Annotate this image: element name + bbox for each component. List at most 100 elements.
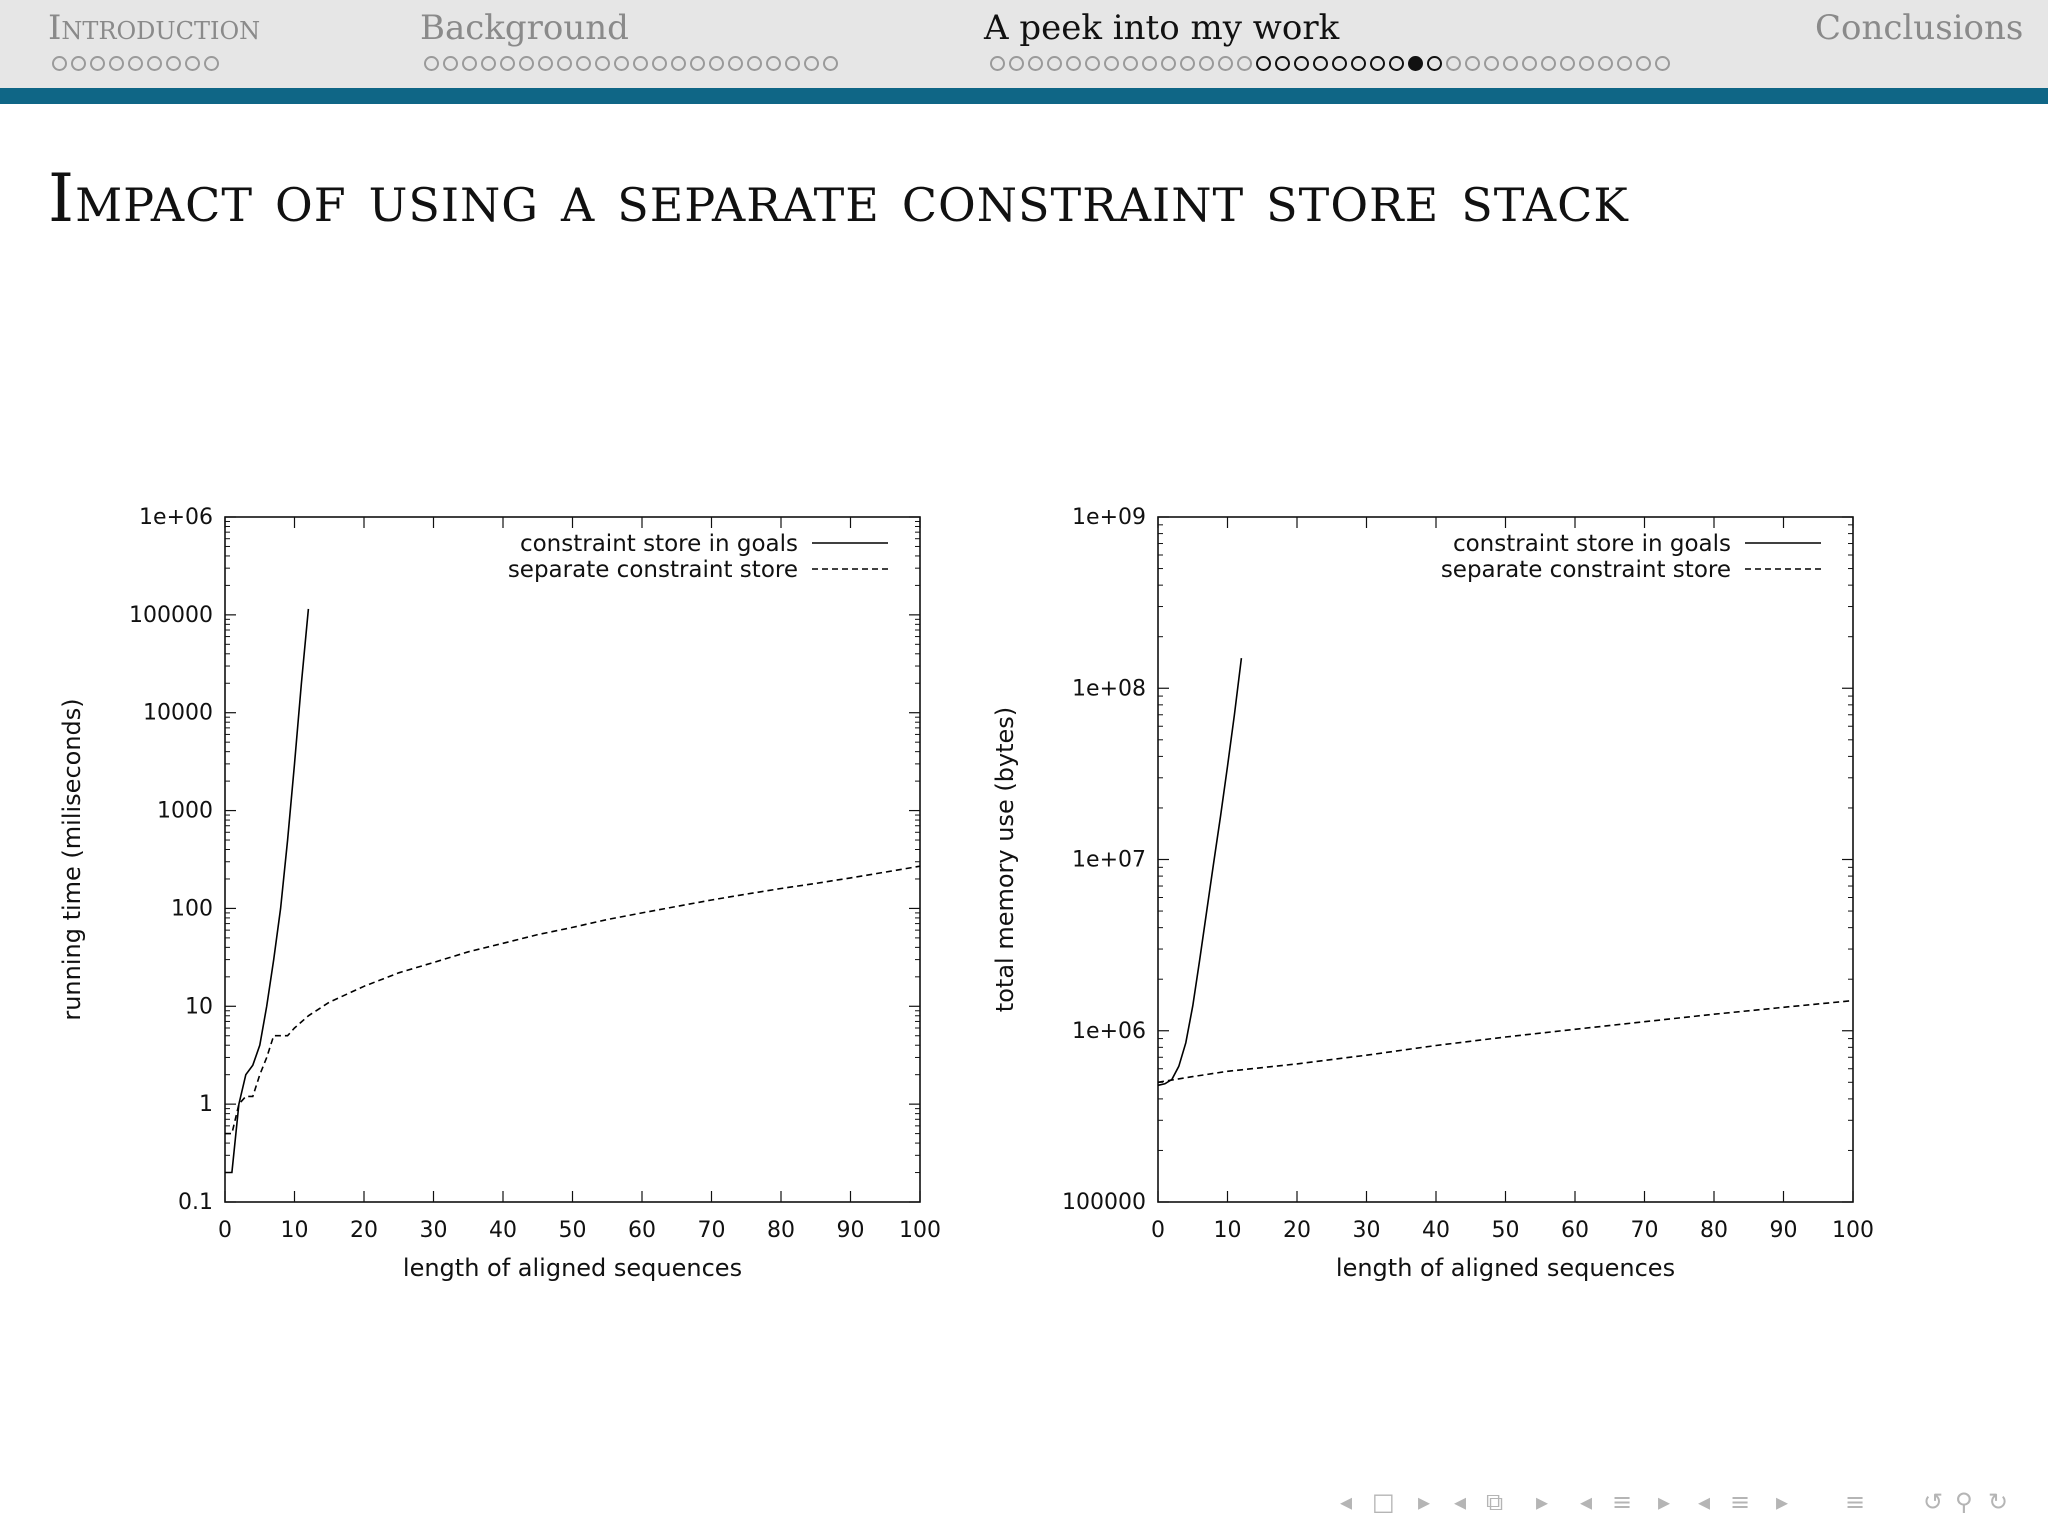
nav-frame-dot[interactable]	[1332, 56, 1347, 71]
nav-frame-dot[interactable]	[1275, 56, 1290, 71]
nav-frame-dot[interactable]	[728, 56, 743, 71]
nav-frame-dot[interactable]	[443, 56, 458, 71]
x-tick-label: 20	[1283, 1218, 1311, 1243]
nav-frame-dot[interactable]	[128, 56, 143, 71]
nav-frame-dot[interactable]	[1104, 56, 1119, 71]
nav-frame-dot[interactable]	[1123, 56, 1138, 71]
nav-frame-dot[interactable]	[1560, 56, 1575, 71]
nav-frame-dot[interactable]	[1047, 56, 1062, 71]
nav-frame-dot[interactable]	[1066, 56, 1081, 71]
nav-frame-dot[interactable]	[481, 56, 496, 71]
subsection-icon[interactable]: ⧉	[1486, 1488, 1504, 1516]
nav-frame-dot[interactable]	[1256, 56, 1271, 71]
nav-frame-dot[interactable]	[109, 56, 124, 71]
nav-section-peek-into-work[interactable]: A peek into my work	[984, 8, 1340, 48]
nav-frame-dot[interactable]	[1636, 56, 1651, 71]
nav-frame-dot[interactable]	[1541, 56, 1556, 71]
nav-dots-peek-into-work[interactable]	[990, 56, 1670, 76]
nav-frame-dot[interactable]	[747, 56, 762, 71]
nav-back-icon[interactable]: ◂	[1580, 1488, 1593, 1516]
nav-frame-dot[interactable]	[690, 56, 705, 71]
nav-forward-icon[interactable]: ▸	[1536, 1488, 1549, 1516]
y-tick-label: 1000	[157, 799, 213, 824]
nav-frame-dot[interactable]	[990, 56, 1005, 71]
y-tick-label: 1	[199, 1092, 213, 1117]
nav-forward-icon[interactable]: ▸	[1658, 1488, 1671, 1516]
nav-frame-dot[interactable]	[1028, 56, 1043, 71]
nav-frame-dot[interactable]	[1294, 56, 1309, 71]
nav-frame-dot[interactable]	[576, 56, 591, 71]
legend-label: separate constraint store	[508, 557, 798, 583]
nav-frame-dot[interactable]	[1313, 56, 1328, 71]
nav-section-background[interactable]: Background	[420, 8, 629, 48]
nav-back-icon[interactable]: ◂	[1454, 1488, 1467, 1516]
nav-dots-background[interactable]	[424, 56, 838, 76]
nav-frame-dot[interactable]	[1389, 56, 1404, 71]
nav-frame-dot[interactable]	[823, 56, 838, 71]
nav-frame-dot[interactable]	[538, 56, 553, 71]
nav-frame-dot[interactable]	[1009, 56, 1024, 71]
nav-frame-dot[interactable]	[1427, 56, 1442, 71]
nav-back-icon[interactable]: ◂	[1340, 1488, 1353, 1516]
frame-icon[interactable]: □	[1372, 1488, 1395, 1516]
redo-icon[interactable]: ↻	[1988, 1488, 2009, 1516]
nav-section-introduction[interactable]: Introduction	[48, 8, 261, 48]
nav-frame-dot[interactable]	[166, 56, 181, 71]
running-time-chart: 0.1 1 10 100 1000 10000 100000 1e+06 0 10 20 30 40 50…	[58, 505, 941, 1282]
y-tick-label: 1e+09	[1072, 505, 1146, 530]
x-tick-label: 40	[489, 1218, 517, 1243]
nav-frame-dot[interactable]	[652, 56, 667, 71]
nav-frame-dot[interactable]	[185, 56, 200, 71]
nav-frame-dot[interactable]	[204, 56, 219, 71]
nav-section-conclusions[interactable]: Conclusions	[1815, 8, 2024, 48]
y-tick-label: 100000	[129, 603, 213, 628]
nav-frame-dot[interactable]	[1465, 56, 1480, 71]
nav-frame-dot[interactable]	[785, 56, 800, 71]
nav-frame-dot[interactable]	[1180, 56, 1195, 71]
nav-frame-dot[interactable]	[633, 56, 648, 71]
nav-frame-dot[interactable]	[1655, 56, 1670, 71]
nav-frame-dot[interactable]	[424, 56, 439, 71]
x-tick-label: 20	[350, 1218, 378, 1243]
nav-frame-dot[interactable]	[1370, 56, 1385, 71]
nav-frame-dot[interactable]	[90, 56, 105, 71]
legend-label: constraint store in goals	[520, 531, 798, 557]
nav-frame-dot[interactable]	[804, 56, 819, 71]
undo-icon[interactable]: ↺	[1923, 1488, 1944, 1516]
nav-frame-dot[interactable]	[1503, 56, 1518, 71]
document-icon[interactable]: ≡	[1730, 1488, 1751, 1516]
nav-frame-dot[interactable]	[614, 56, 629, 71]
nav-back-icon[interactable]: ◂	[1698, 1488, 1711, 1516]
nav-frame-dot[interactable]	[1408, 56, 1423, 71]
nav-forward-icon[interactable]: ▸	[1418, 1488, 1431, 1516]
nav-frame-dot[interactable]	[595, 56, 610, 71]
nav-frame-dot[interactable]	[557, 56, 572, 71]
section-icon[interactable]: ≡	[1612, 1488, 1633, 1516]
search-icon[interactable]: ⚲	[1955, 1488, 1973, 1516]
nav-frame-dot[interactable]	[1237, 56, 1252, 71]
nav-frame-dot[interactable]	[1085, 56, 1100, 71]
nav-frame-dot[interactable]	[1617, 56, 1632, 71]
nav-dots-introduction[interactable]	[52, 56, 219, 76]
nav-frame-dot[interactable]	[1598, 56, 1613, 71]
nav-frame-dot[interactable]	[1351, 56, 1366, 71]
nav-frame-dot[interactable]	[1579, 56, 1594, 71]
nav-frame-dot[interactable]	[1218, 56, 1233, 71]
nav-frame-dot[interactable]	[1446, 56, 1461, 71]
nav-frame-dot[interactable]	[500, 56, 515, 71]
nav-frame-dot[interactable]	[1522, 56, 1537, 71]
nav-frame-dot[interactable]	[1142, 56, 1157, 71]
nav-frame-dot[interactable]	[462, 56, 477, 71]
nav-frame-dot[interactable]	[1199, 56, 1214, 71]
nav-frame-dot[interactable]	[52, 56, 67, 71]
nav-frame-dot[interactable]	[766, 56, 781, 71]
nav-frame-dot[interactable]	[519, 56, 534, 71]
nav-forward-icon[interactable]: ▸	[1776, 1488, 1789, 1516]
nav-frame-dot[interactable]	[1484, 56, 1499, 71]
nav-frame-dot[interactable]	[71, 56, 86, 71]
nav-frame-dot[interactable]	[671, 56, 686, 71]
nav-frame-dot[interactable]	[1161, 56, 1176, 71]
menu-icon[interactable]: ≡	[1845, 1488, 1866, 1516]
nav-frame-dot[interactable]	[709, 56, 724, 71]
nav-frame-dot[interactable]	[147, 56, 162, 71]
